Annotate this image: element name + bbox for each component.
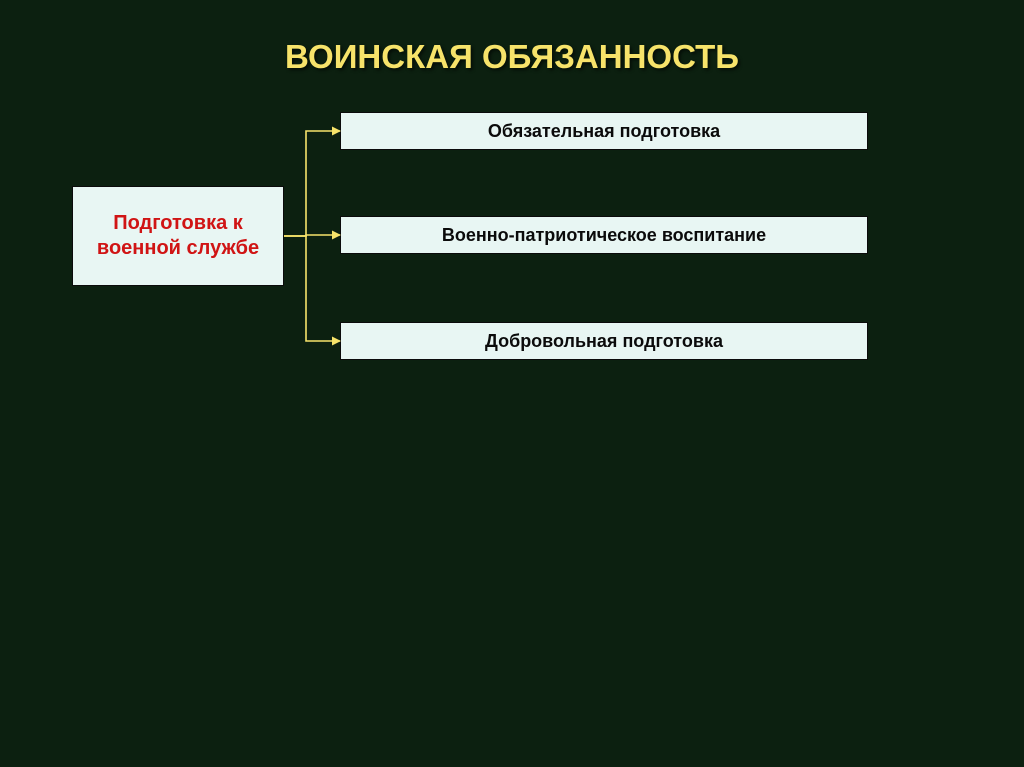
child-node-label: Обязательная подготовка xyxy=(488,121,720,142)
connector-arrow xyxy=(284,131,340,236)
child-node: Обязательная подготовка xyxy=(340,112,868,150)
connector-arrow xyxy=(284,236,340,341)
root-node-label: Подготовка к военной службе xyxy=(73,211,283,261)
child-node-label: Добровольная подготовка xyxy=(485,331,723,352)
child-node: Добровольная подготовка xyxy=(340,322,868,360)
child-node-label: Военно-патриотическое воспитание xyxy=(442,225,766,246)
slide: ВОИНСКАЯ ОБЯЗАННОСТЬ Подготовка к военно… xyxy=(0,0,1024,767)
slide-title: ВОИНСКАЯ ОБЯЗАННОСТЬ xyxy=(0,38,1024,76)
connector-arrow xyxy=(284,235,340,236)
root-node: Подготовка к военной службе xyxy=(72,186,284,286)
child-node: Военно-патриотическое воспитание xyxy=(340,216,868,254)
